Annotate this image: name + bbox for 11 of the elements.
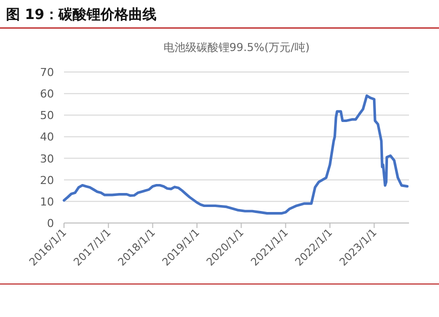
y-tick-label: 70 — [40, 66, 54, 79]
y-tick-label: 10 — [40, 195, 54, 208]
y-tick-label: 40 — [40, 130, 54, 144]
y-tick-label: 60 — [40, 88, 54, 101]
line-series — [62, 94, 409, 215]
y-tick-label: 50 — [40, 109, 54, 122]
chart-subtitle: 电池级碳酸锂99.5%(万元/吨) — [163, 41, 310, 54]
y-tick-label: 20 — [40, 174, 54, 187]
chart-title: 图 19：碳酸锂价格曲线 — [6, 7, 156, 23]
y-tick-label: 0 — [47, 217, 54, 230]
y-tick-label: 30 — [40, 152, 54, 166]
